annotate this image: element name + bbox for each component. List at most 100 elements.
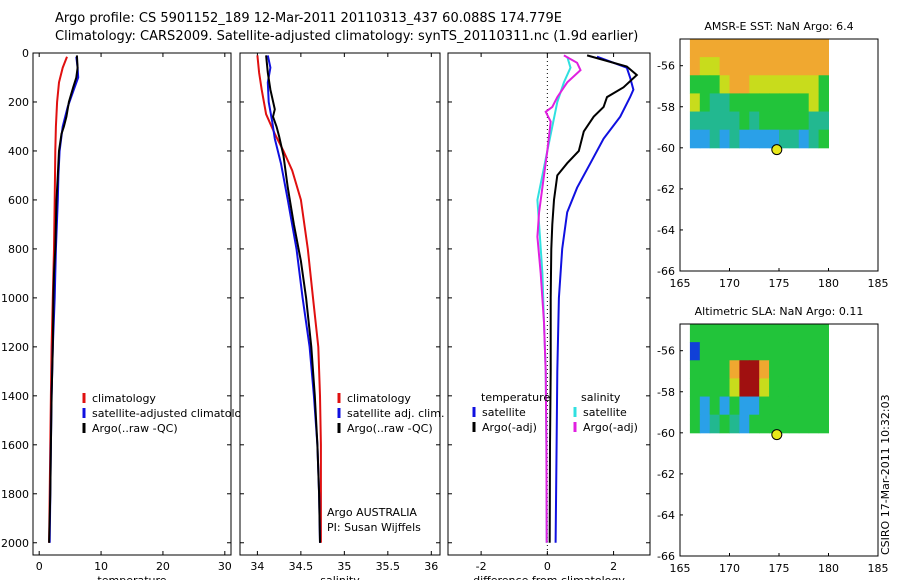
amsre-sst-cell <box>769 111 780 131</box>
amsre-sst-cell <box>749 75 760 94</box>
amsre-sst-cell <box>689 75 701 94</box>
altimetric-sla-cell <box>808 396 820 416</box>
altimetric-sla-cell <box>798 378 810 398</box>
altimetric-sla-cell <box>818 396 829 416</box>
altimetric-sla-cell <box>769 414 780 434</box>
altimetric-sla-cell <box>719 378 730 398</box>
amsre-sst-cell <box>699 129 711 149</box>
altimetric-sla-cell <box>779 396 790 416</box>
amsre-sst-cell <box>739 111 750 131</box>
altimetric-sla-cell <box>699 360 711 379</box>
amsre-sst-cell <box>719 111 730 131</box>
amsre-sst-cell <box>709 93 721 113</box>
amsre-sst-cell <box>798 111 810 131</box>
amsre-sst-cell <box>788 39 800 58</box>
amsre-sst-cell <box>739 57 750 76</box>
altimetric-sla-cell <box>788 414 800 434</box>
amsre-sst-cell <box>788 93 800 113</box>
amsre-sst-cell <box>719 129 730 149</box>
amsre-sst-cell <box>729 39 740 58</box>
altimetric-sla-cell <box>769 396 780 416</box>
altimetric-sla-ytick-label: -60 <box>657 427 675 440</box>
amsre-sst-argo-marker <box>771 144 783 156</box>
amsre-sst-cell <box>779 111 790 131</box>
temperature-xtick-label: 30 <box>218 560 232 573</box>
altimetric-sla-xtick-label: 170 <box>719 562 740 575</box>
temperature-series-red <box>48 56 68 543</box>
altimetric-sla-cell <box>818 324 829 343</box>
amsre-sst-cell <box>709 39 721 58</box>
amsre-sst-ytick-label: -66 <box>657 265 675 278</box>
amsre-sst-cell <box>729 75 740 94</box>
altimetric-sla-cell <box>808 324 820 343</box>
amsre-sst-cell <box>769 129 780 149</box>
amsre-sst-xtick-label: 165 <box>670 277 691 290</box>
altimetric-sla-cell <box>709 360 721 379</box>
altimetric-sla-cell <box>689 342 701 361</box>
amsre-sst-cell <box>788 111 800 131</box>
altimetric-sla-cell <box>719 342 730 361</box>
difference-xlabel: difference from climatology <box>473 574 625 580</box>
difference-series-magenta <box>536 54 582 543</box>
amsre-sst-cell <box>759 39 770 58</box>
altimetric-sla-cell <box>729 342 740 361</box>
altimetric-sla-title: Altimetric SLA: NaN Argo: 0.11 <box>695 305 864 318</box>
altimetric-sla-cell <box>729 360 740 379</box>
altimetric-sla-cell <box>759 396 770 416</box>
altimetric-sla-cell <box>739 360 750 379</box>
amsre-sst-cell <box>749 39 760 58</box>
temperature-ytick-label: 600 <box>8 194 29 207</box>
altimetric-sla-cell <box>699 414 711 434</box>
altimetric-sla-cell <box>709 342 721 361</box>
altimetric-sla-cell <box>788 378 800 398</box>
temperature-ytick-label: 1200 <box>1 341 29 354</box>
amsre-sst-cell <box>689 93 701 113</box>
amsre-sst-cell <box>739 39 750 58</box>
amsre-sst-ytick-label: -60 <box>657 142 675 155</box>
sal-legend-label: satellite adj. clim. <box>347 407 444 420</box>
amsre-sst-cell <box>788 57 800 76</box>
altimetric-sla-cell <box>759 342 770 361</box>
amsre-sst-cell <box>699 75 711 94</box>
altimetric-sla-ytick-label: -56 <box>657 345 675 358</box>
amsre-sst-cell <box>709 111 721 131</box>
amsre-sst-cell <box>709 57 721 76</box>
amsre-sst-cell <box>818 93 829 113</box>
amsre-sst-cell <box>739 93 750 113</box>
diff-legend-temp-header: temperature <box>481 391 550 404</box>
temp-legend-label: Argo(..raw -QC) <box>92 422 178 435</box>
amsre-sst-cell <box>788 129 800 149</box>
altimetric-sla-xtick-label: 165 <box>670 562 691 575</box>
altimetric-sla-cell <box>788 360 800 379</box>
altimetric-sla-cell <box>719 324 730 343</box>
amsre-sst-ytick-label: -56 <box>657 60 675 73</box>
altimetric-sla-cell <box>709 324 721 343</box>
amsre-sst-cell <box>749 129 760 149</box>
amsre-sst-cell <box>759 111 770 131</box>
amsre-sst-cell <box>798 75 810 94</box>
altimetric-sla-cell <box>699 378 711 398</box>
amsre-sst-cell <box>749 111 760 131</box>
amsre-sst-cell <box>808 129 820 149</box>
amsre-sst-cell <box>699 93 711 113</box>
amsre-sst-cell <box>798 39 810 58</box>
amsre-sst-ytick-label: -58 <box>657 101 675 114</box>
amsre-sst-cell <box>808 111 820 131</box>
altimetric-sla-cell <box>759 324 770 343</box>
salinity-series-black <box>265 55 321 543</box>
altimetric-sla-cell <box>689 324 701 343</box>
amsre-sst-cell <box>699 39 711 58</box>
altimetric-sla-cell <box>769 324 780 343</box>
temperature-ytick-label: 200 <box>8 96 29 109</box>
altimetric-sla-cell <box>749 360 760 379</box>
amsre-sst-cell <box>808 75 820 94</box>
diff-legend-temp-argo-label: Argo(-adj) <box>482 421 537 434</box>
altimetric-sla-cell <box>749 396 760 416</box>
altimetric-sla-cell <box>739 414 750 434</box>
difference-xtick-label: -2 <box>476 560 487 573</box>
amsre-sst-cell <box>779 93 790 113</box>
altimetric-sla-cell <box>818 360 829 379</box>
amsre-sst-cell <box>689 57 701 76</box>
altimetric-sla-ytick-label: -64 <box>657 509 675 522</box>
